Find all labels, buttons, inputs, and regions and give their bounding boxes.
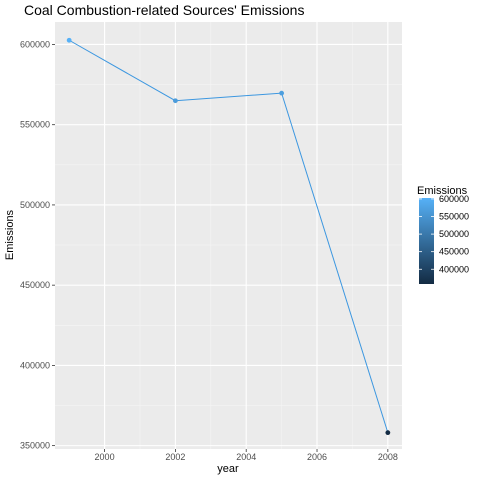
y-tick-label: 450000 (20, 280, 50, 290)
data-point (385, 430, 391, 436)
axis-tick-labels: 2000 2002 2004 2006 2008 350000 400000 450000 50… (20, 39, 398, 462)
y-tick-label: 350000 (20, 441, 50, 451)
legend-ticks: 400000 450000 500000 550000 600000 (419, 194, 469, 274)
legend-title: Emissions (417, 185, 468, 197)
x-tick-label: 2008 (378, 452, 398, 462)
legend-colorbar (419, 198, 434, 284)
y-tick-label: 600000 (20, 39, 50, 49)
x-tick-label: 2002 (165, 452, 185, 462)
legend-break-label: 600000 (439, 194, 469, 204)
legend-break-label: 450000 (439, 247, 469, 257)
y-tick-label: 550000 (20, 120, 50, 130)
data-point (279, 90, 285, 96)
x-tick-label: 2004 (236, 452, 256, 462)
legend-break-label: 500000 (439, 229, 469, 239)
plot-panel (55, 22, 402, 449)
legend-break-label: 550000 (439, 212, 469, 222)
legend-break-label: 400000 (439, 264, 469, 274)
x-tick-label: 2006 (307, 452, 327, 462)
legend: Emissions 400000 450000 500000 550000 600000 (417, 185, 469, 284)
grid-major (55, 22, 402, 449)
y-tick-label: 500000 (20, 200, 50, 210)
x-axis-title: year (217, 463, 239, 475)
y-axis-title: Emissions (4, 209, 16, 260)
data-point (66, 37, 72, 43)
chart-title: Coal Combustion-related Sources' Emissio… (24, 2, 304, 18)
emissions-series (66, 37, 391, 436)
y-tick-label: 400000 (20, 360, 50, 370)
axis-ticks (52, 44, 389, 452)
x-tick-label: 2000 (95, 452, 115, 462)
series-line (68, 39, 389, 433)
data-point (172, 98, 178, 104)
